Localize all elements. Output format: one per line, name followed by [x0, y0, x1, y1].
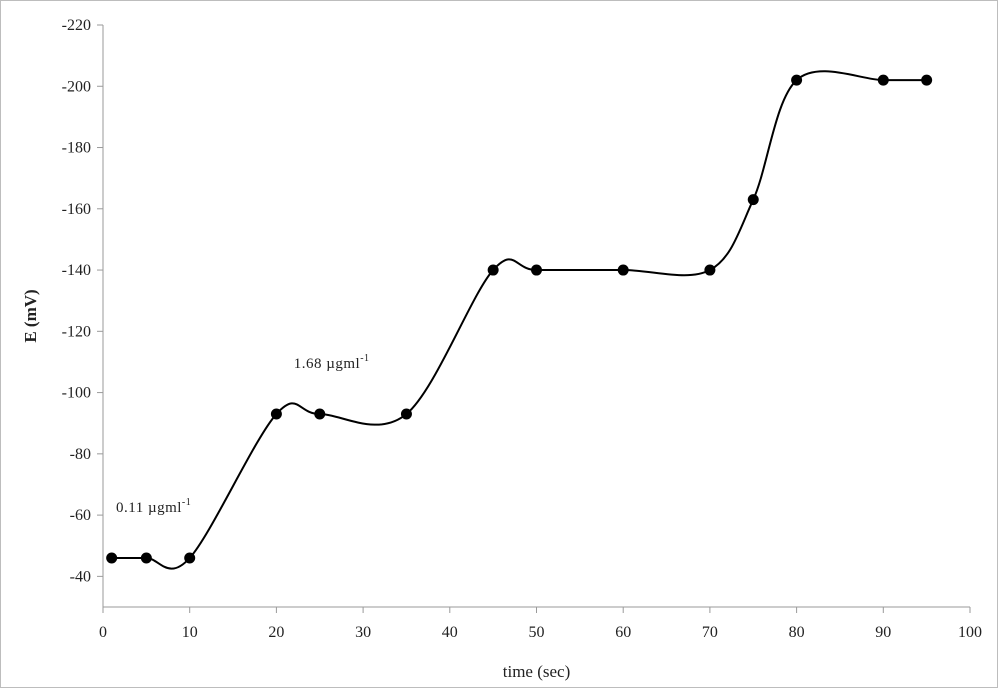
y-ticks: -40 -60 -80 -100 -120 -140 -160 -180 -200 -220 — [62, 17, 103, 585]
y-axis-title: E (mV) — [21, 289, 40, 342]
data-point — [270, 408, 282, 420]
y-tick-label: -180 — [62, 140, 91, 157]
data-point — [617, 264, 629, 276]
y-tick-label: -80 — [70, 446, 91, 463]
x-tick-label: 20 — [268, 624, 284, 641]
annotations: 0.11 µgml-1 1.68 µgml-1 — [116, 353, 370, 516]
y-tick-label: -140 — [62, 262, 91, 279]
data-point — [314, 408, 326, 420]
y-tick-label: -220 — [62, 17, 91, 34]
concentration-annotation: 0.11 µgml-1 — [116, 497, 191, 516]
y-tick-label: -200 — [62, 78, 91, 95]
x-tick-label: 60 — [615, 624, 631, 641]
concentration-annotation: 1.68 µgml-1 — [294, 353, 370, 372]
data-point — [921, 74, 933, 86]
axes — [102, 25, 970, 608]
x-ticks: 0 10 20 30 40 50 60 70 80 90 100 — [99, 607, 982, 641]
x-tick-label: 100 — [958, 624, 982, 641]
data-point — [791, 74, 803, 86]
data-markers — [106, 74, 933, 564]
y-tick-label: -120 — [62, 323, 91, 340]
x-axis-title: time (sec) — [503, 662, 571, 681]
x-tick-label: 90 — [875, 624, 891, 641]
data-point — [184, 552, 196, 564]
data-point — [531, 264, 542, 276]
data-point — [704, 264, 716, 276]
data-point — [106, 552, 118, 564]
y-tick-label: -40 — [70, 568, 91, 585]
x-tick-label: 50 — [529, 624, 545, 641]
data-point — [400, 408, 412, 420]
y-tick-label: -160 — [62, 201, 91, 218]
data-point — [140, 552, 152, 564]
x-tick-label: 40 — [442, 624, 458, 641]
x-tick-label: 80 — [789, 624, 805, 641]
x-tick-label: 70 — [702, 624, 718, 641]
y-tick-label: -60 — [70, 507, 91, 524]
data-point — [487, 264, 499, 276]
x-tick-label: 0 — [99, 624, 107, 641]
data-point — [877, 74, 889, 86]
x-tick-label: 30 — [355, 624, 371, 641]
series-line — [111, 70, 927, 570]
x-tick-label: 10 — [182, 624, 198, 641]
data-point — [747, 194, 759, 206]
y-tick-label: -100 — [62, 385, 91, 402]
